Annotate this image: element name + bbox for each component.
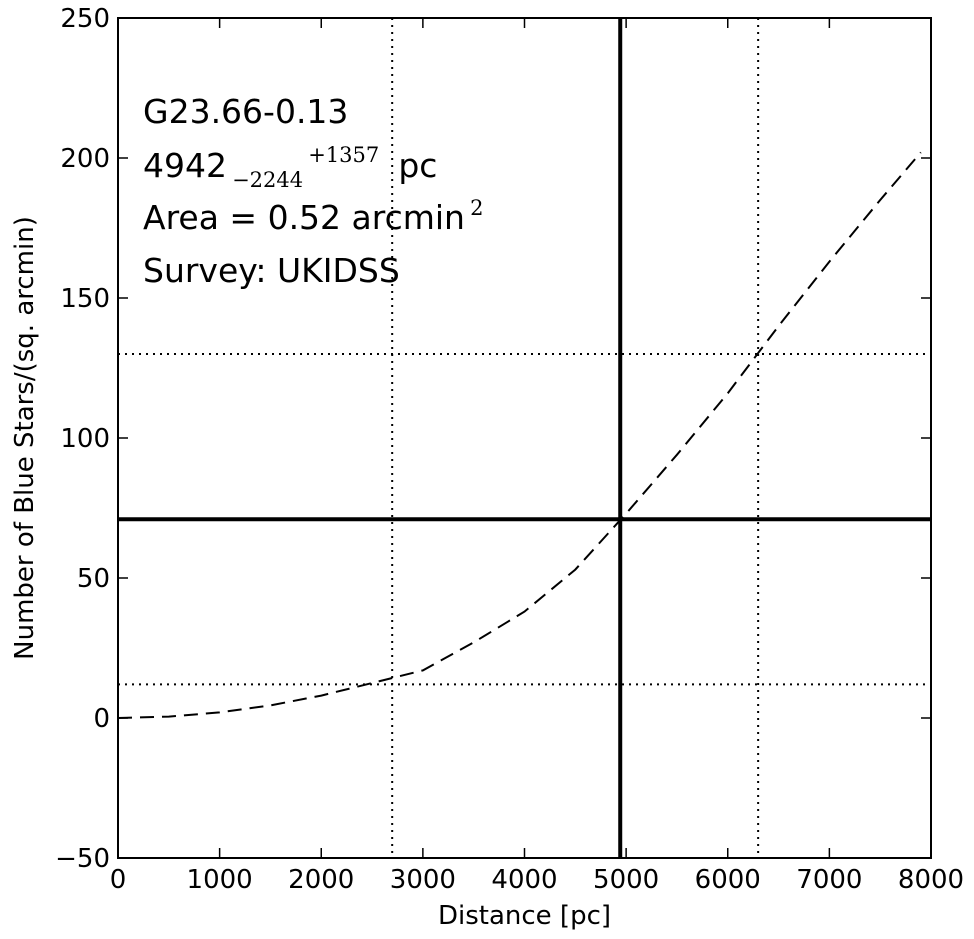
x-tick-label: 0 — [110, 865, 127, 895]
y-tick-label: 0 — [93, 704, 110, 734]
ticks — [117, 17, 932, 859]
y-tick-label: −50 — [55, 844, 110, 874]
x-axis-label: Distance [pc] — [438, 901, 611, 931]
series-line-0 — [117, 151, 922, 719]
x-tick-label: 6000 — [695, 865, 761, 895]
x-tick-label: 5000 — [593, 865, 659, 895]
area-exponent: 2 — [470, 196, 483, 220]
x-tick-label: 4000 — [491, 865, 557, 895]
tick-labels: 0 1000 2000 3000 4000 5000 6000 7000 8000−500501… — [55, 4, 964, 895]
y-tick-label: 50 — [77, 564, 110, 594]
survey-text: Survey: UKIDSS — [143, 251, 400, 290]
x-tick-label: 3000 — [390, 865, 456, 895]
series-layer — [117, 151, 922, 719]
y-tick-label: 150 — [60, 284, 110, 314]
distance-text: 4942 −2244 +1357 pc — [143, 143, 437, 192]
distance-value: 4942 — [143, 146, 227, 185]
x-tick-label: 7000 — [796, 865, 862, 895]
y-axis-label: Number of Blue Stars/(sq. arcmin) — [10, 216, 40, 660]
y-tick-label: 200 — [60, 144, 110, 174]
source-name-text: G23.66-0.13 — [143, 92, 348, 131]
distance-unit: pc — [398, 146, 437, 185]
y-tick-label: 100 — [60, 424, 110, 454]
reference-lines — [118, 18, 931, 858]
distance-lower-error: −2244 — [232, 168, 303, 192]
x-tick-label: 1000 — [187, 865, 253, 895]
distance-upper-error: +1357 — [308, 143, 379, 167]
area-text: Area = 0.52 arcmin 2 — [143, 196, 483, 237]
plot-frame — [117, 17, 932, 859]
annotations: G23.66-0.13 4942 −2244 +1357 pc Area = 0… — [143, 92, 483, 290]
area-value: Area = 0.52 arcmin — [143, 198, 465, 237]
y-tick-label: 250 — [60, 4, 110, 34]
x-tick-label: 2000 — [288, 865, 354, 895]
x-tick-label: 8000 — [898, 865, 964, 895]
